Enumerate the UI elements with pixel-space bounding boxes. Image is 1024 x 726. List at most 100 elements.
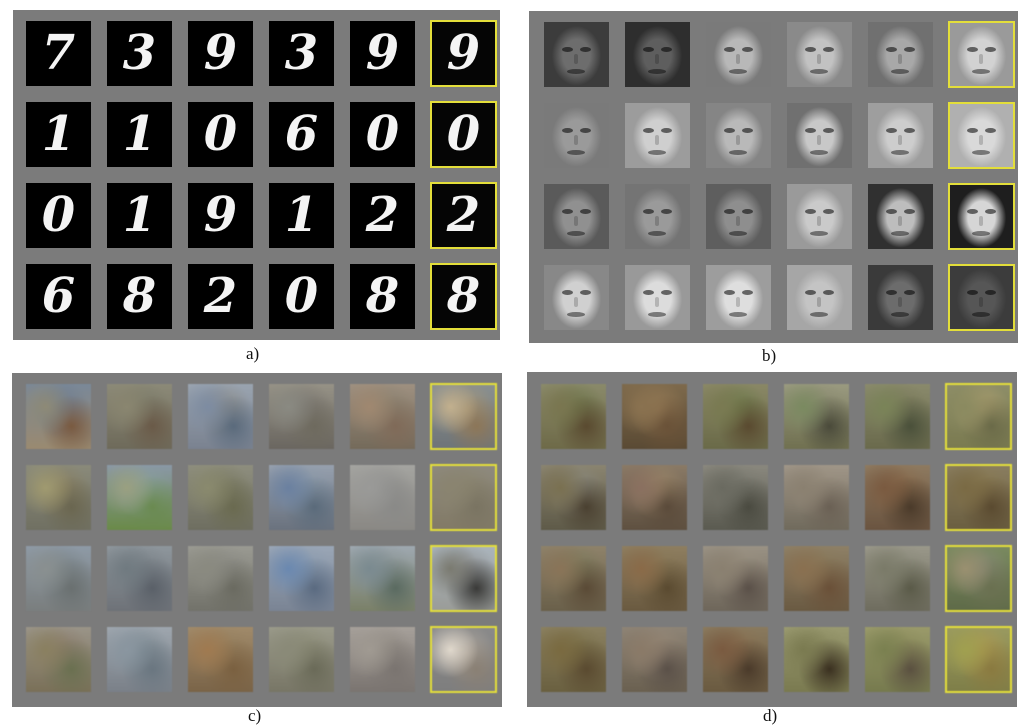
face-feature — [742, 128, 753, 133]
face-feature — [898, 54, 902, 64]
generated-face-sample — [868, 184, 933, 249]
face-feature — [648, 231, 666, 236]
face-feature — [580, 209, 591, 214]
generated-face-sample — [787, 22, 852, 87]
generated-digit-sample: 2 — [350, 183, 415, 248]
generated-stl-sample — [784, 384, 849, 449]
face-feature — [967, 290, 978, 295]
stl-samples-panel — [527, 372, 1017, 707]
generated-face-sample — [706, 184, 771, 249]
caption-d: d) — [763, 706, 778, 725]
generated-cifar-sample — [188, 546, 253, 611]
face-feature — [898, 297, 902, 307]
face-feature — [972, 312, 990, 317]
face-feature — [567, 150, 585, 155]
generated-stl-sample — [784, 627, 849, 692]
face-feature — [805, 47, 816, 52]
generated-face-sample — [625, 265, 690, 330]
generated-stl-sample — [541, 546, 606, 611]
face-feature — [567, 312, 585, 317]
generated-face-sample — [625, 22, 690, 87]
face-feature — [648, 150, 666, 155]
face-feature — [574, 135, 578, 145]
generated-stl-sample — [622, 384, 687, 449]
face-feature — [886, 128, 897, 133]
face-feature — [567, 69, 585, 74]
face-feature — [985, 209, 996, 214]
generated-digit-sample: 1 — [269, 183, 334, 248]
face-feature — [979, 297, 983, 307]
generated-stl-sample — [541, 627, 606, 692]
generated-stl-sample — [622, 546, 687, 611]
generated-cifar-sample — [188, 465, 253, 530]
real-cifar-sample — [430, 383, 497, 450]
face-feature — [823, 209, 834, 214]
generated-stl-sample — [622, 627, 687, 692]
face-feature — [904, 290, 915, 295]
face-feature — [891, 312, 909, 317]
generated-cifar-sample — [107, 384, 172, 449]
generated-face-sample — [544, 22, 609, 87]
face-feature — [729, 312, 747, 317]
generated-cifar-sample — [107, 627, 172, 692]
face-feature — [817, 135, 821, 145]
generated-face-sample — [868, 22, 933, 87]
face-feature — [643, 128, 654, 133]
face-feature — [891, 231, 909, 236]
generated-stl-sample — [865, 546, 930, 611]
cifar-samples-panel — [12, 373, 502, 707]
generated-cifar-sample — [350, 546, 415, 611]
real-face-sample — [948, 264, 1015, 331]
face-feature — [562, 128, 573, 133]
face-feature — [810, 69, 828, 74]
face-feature — [580, 128, 591, 133]
face-feature — [655, 297, 659, 307]
face-feature — [898, 135, 902, 145]
caption-c: c) — [248, 706, 262, 725]
face-feature — [904, 128, 915, 133]
generated-cifar-sample — [269, 384, 334, 449]
face-feature — [967, 128, 978, 133]
face-samples-panel — [529, 11, 1018, 343]
face-feature — [805, 128, 816, 133]
face-feature — [648, 69, 666, 74]
face-feature — [979, 216, 983, 226]
real-face-sample — [948, 183, 1015, 250]
face-feature — [643, 290, 654, 295]
face-feature — [729, 69, 747, 74]
face-feature — [979, 135, 983, 145]
generated-cifar-sample — [26, 465, 91, 530]
real-stl-sample — [945, 464, 1012, 531]
face-feature — [562, 290, 573, 295]
generated-stl-sample — [865, 384, 930, 449]
generated-digit-sample: 7 — [26, 21, 91, 86]
generated-stl-sample — [865, 627, 930, 692]
face-feature — [574, 216, 578, 226]
face-feature — [979, 54, 983, 64]
generated-cifar-sample — [107, 465, 172, 530]
generated-face-sample — [706, 103, 771, 168]
generated-digit-sample: 0 — [350, 102, 415, 167]
face-feature — [817, 54, 821, 64]
face-feature — [655, 135, 659, 145]
face-feature — [562, 209, 573, 214]
face-feature — [580, 47, 591, 52]
generated-cifar-sample — [26, 627, 91, 692]
generated-stl-sample — [865, 465, 930, 530]
face-feature — [655, 54, 659, 64]
generated-cifar-sample — [269, 465, 334, 530]
real-face-sample — [948, 21, 1015, 88]
face-feature — [574, 297, 578, 307]
generated-cifar-sample — [26, 546, 91, 611]
generated-digit-sample: 3 — [269, 21, 334, 86]
generated-cifar-sample — [350, 384, 415, 449]
face-feature — [736, 216, 740, 226]
face-feature — [805, 209, 816, 214]
face-feature — [817, 297, 821, 307]
face-feature — [742, 290, 753, 295]
generated-cifar-sample — [269, 546, 334, 611]
face-feature — [967, 209, 978, 214]
face-feature — [823, 128, 834, 133]
face-feature — [724, 128, 735, 133]
caption-a: a) — [246, 344, 260, 363]
